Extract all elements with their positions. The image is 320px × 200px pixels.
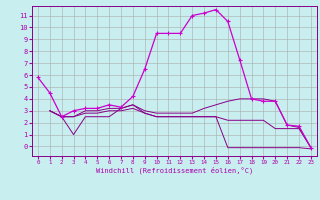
X-axis label: Windchill (Refroidissement éolien,°C): Windchill (Refroidissement éolien,°C) bbox=[96, 167, 253, 174]
